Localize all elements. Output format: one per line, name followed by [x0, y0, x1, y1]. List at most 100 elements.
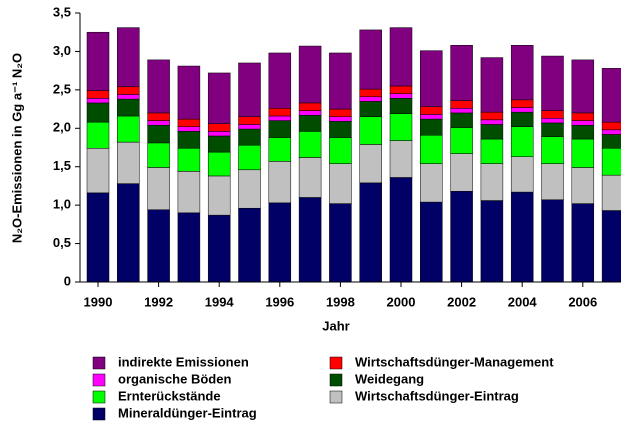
y-tick-label: 3,5 [53, 4, 71, 19]
bar-segment [420, 134, 443, 164]
x-tick-label: 2000 [387, 294, 416, 309]
bar-segment [117, 27, 140, 88]
bar-segment [510, 111, 534, 127]
bar-segment [238, 207, 261, 283]
bar-segment [480, 138, 504, 164]
bar-segment [329, 203, 352, 283]
bar-segment [389, 98, 413, 114]
x-axis-label: Jahr [322, 318, 349, 333]
bar-segment [329, 108, 352, 118]
bar-segment [450, 191, 473, 283]
bar-segment [359, 88, 382, 98]
bar-segment [450, 153, 473, 192]
bar-segment [329, 163, 352, 204]
bar-segment [207, 123, 231, 132]
bar-segment [571, 120, 595, 126]
bar-segment [510, 156, 534, 193]
bar-segment [359, 182, 382, 283]
bar-segment [541, 199, 564, 283]
bar-segment [329, 121, 352, 138]
bar-segment [571, 59, 595, 114]
y-tick-label: 1,0 [53, 197, 71, 212]
bar-segment [420, 114, 443, 120]
y-tick-label: 0 [64, 273, 71, 288]
x-tick-label: 2002 [447, 294, 476, 309]
x-tick-label: 2004 [508, 294, 538, 309]
bar-segment [177, 212, 201, 283]
bar-segment [298, 102, 322, 111]
bar-segment [450, 45, 473, 101]
legend-swatch [92, 356, 106, 370]
bar-segment [480, 124, 504, 140]
legend-label: indirekte Emissionen [118, 354, 249, 369]
bar-segment [86, 121, 110, 149]
bar-segment [86, 148, 110, 194]
bar-segment [207, 151, 231, 177]
bar-segment [147, 142, 170, 168]
x-tick-label: 1994 [205, 294, 235, 309]
bar-segment [298, 114, 322, 132]
bar-segment [510, 126, 534, 157]
bar-segment [329, 52, 352, 110]
bar-segment [298, 157, 322, 198]
bar-segment [480, 111, 504, 121]
bar-segment [147, 112, 170, 121]
bar-segment [541, 136, 564, 164]
bar-segment [571, 138, 595, 168]
bar-segment [420, 50, 443, 108]
bar-segment [601, 210, 621, 283]
y-tick-label: 2,5 [53, 81, 71, 96]
bar-segment [238, 144, 261, 171]
bar-segment [389, 93, 413, 99]
bar-segment [117, 98, 140, 117]
bar-segment [238, 128, 261, 146]
bar-segment [541, 118, 564, 124]
bar-segment [117, 183, 140, 283]
bar-segment [359, 101, 382, 118]
bar-segment [450, 127, 473, 154]
bar-segment [541, 163, 564, 201]
legend-label: organische Böden [118, 371, 231, 386]
bar-segment [389, 177, 413, 283]
bar-segment [86, 192, 110, 283]
bar-segment [541, 110, 564, 119]
bar-segment [147, 124, 170, 144]
bar-segment [177, 131, 201, 149]
x-tick-label: 1990 [84, 294, 113, 309]
bar-segment [420, 163, 443, 203]
bar-segment [117, 141, 140, 184]
bar-segment [268, 52, 292, 109]
bar-segment [359, 116, 382, 145]
bar-segment [541, 122, 564, 137]
bar-segment [177, 126, 201, 132]
bar-segment [147, 59, 170, 114]
bar-segment [601, 68, 621, 123]
bar-segment [359, 144, 382, 184]
bar-segment [601, 148, 621, 176]
x-tick-label: 1996 [265, 294, 294, 309]
legend-label: Wirtschaftsdünger-Management [355, 354, 554, 369]
bar-segment [480, 119, 504, 125]
legend-swatch [92, 390, 106, 404]
bar-segment [510, 99, 534, 108]
bar-segment [601, 121, 621, 131]
bar-segment [541, 55, 564, 111]
bar-segment [571, 203, 595, 283]
x-tick-label: 1992 [144, 294, 173, 309]
bar-segment [207, 131, 231, 137]
bar-segment [147, 209, 170, 283]
y-tick-label: 2,0 [53, 120, 71, 135]
bar-segment [147, 167, 170, 211]
bar-segment [147, 120, 170, 126]
y-axis-label: N₂O-Emissionen in Gg a⁻¹ N₂O [9, 53, 24, 243]
bar-segment [207, 175, 231, 216]
bar-segment [86, 102, 110, 123]
y-tick-label: 0,5 [53, 235, 71, 250]
bar-segment [268, 137, 292, 162]
bar-segment [601, 134, 621, 149]
bar-segment [177, 65, 201, 120]
bar-segment [480, 163, 504, 201]
bar-segment [450, 112, 473, 128]
legend-label: Wirtschaftsdünger-Eintrag [355, 388, 519, 403]
bar-segment [601, 129, 621, 135]
